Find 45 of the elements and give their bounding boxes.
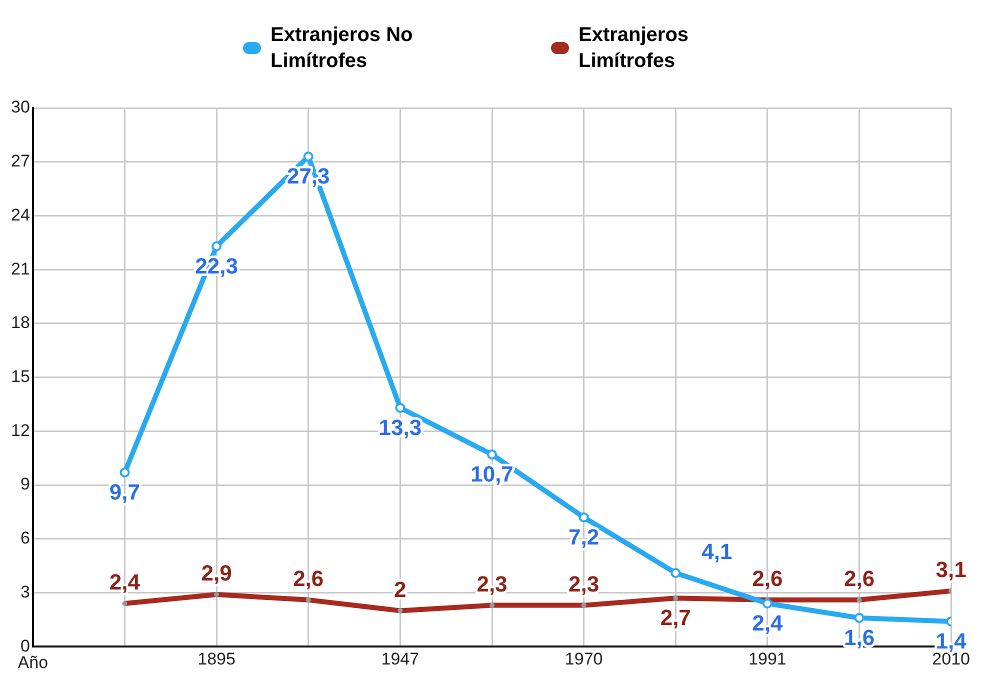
y-tick-label: 27 bbox=[10, 152, 30, 171]
data-label: 2,9 bbox=[201, 560, 232, 586]
data-label: 1,6 bbox=[844, 624, 875, 650]
x-tick-label: 1895 bbox=[198, 649, 236, 668]
y-tick-label: 12 bbox=[10, 420, 30, 440]
data-label: 10,7 bbox=[470, 462, 514, 487]
data-label: 2,4 bbox=[752, 610, 784, 636]
data-label: 2,3 bbox=[476, 571, 508, 596]
data-label: 7,2 bbox=[568, 524, 600, 550]
point bbox=[212, 241, 222, 252]
data-label: 2,6 bbox=[844, 566, 875, 591]
data-label: 2,4 bbox=[109, 570, 141, 595]
point bbox=[120, 467, 130, 478]
point bbox=[854, 612, 864, 623]
point bbox=[578, 512, 589, 522]
point bbox=[395, 402, 406, 413]
data-label: 2,6 bbox=[293, 566, 324, 591]
x-tick-label: 1970 bbox=[564, 649, 603, 668]
point bbox=[670, 568, 681, 578]
data-label: 2,6 bbox=[752, 566, 783, 591]
y-tick-label: 0 bbox=[20, 636, 30, 656]
x-tick-label: 1947 bbox=[381, 649, 420, 668]
data-label: 2,3 bbox=[568, 571, 600, 596]
data-label: 4,1 bbox=[702, 539, 732, 564]
y-tick-label: 15 bbox=[10, 366, 30, 386]
data-label: 3,1 bbox=[936, 557, 966, 582]
x-tick-label: 1991 bbox=[748, 649, 786, 668]
y-tick-label: 18 bbox=[10, 313, 30, 332]
point bbox=[762, 598, 772, 609]
legend-label: Extranjeros Limítrofes bbox=[578, 23, 690, 74]
y-tick-label: 21 bbox=[10, 259, 30, 278]
y-tick-label: 6 bbox=[20, 528, 30, 548]
point bbox=[303, 151, 314, 162]
data-label: 1,4 bbox=[936, 628, 968, 654]
data-label: 13,3 bbox=[378, 414, 422, 440]
data-label: 2,7 bbox=[660, 605, 691, 630]
point bbox=[487, 450, 497, 460]
x-axis-title: Año bbox=[18, 652, 48, 672]
y-tick-label: 9 bbox=[20, 474, 30, 494]
y-tick-label: 24 bbox=[10, 205, 30, 224]
data-label: 9,7 bbox=[109, 480, 140, 505]
y-tick-label: 30 bbox=[10, 98, 30, 117]
data-label: 2 bbox=[394, 576, 406, 602]
y-tick-label: 3 bbox=[20, 582, 30, 602]
legend-label: Extranjeros No Limítrofes bbox=[270, 23, 414, 74]
